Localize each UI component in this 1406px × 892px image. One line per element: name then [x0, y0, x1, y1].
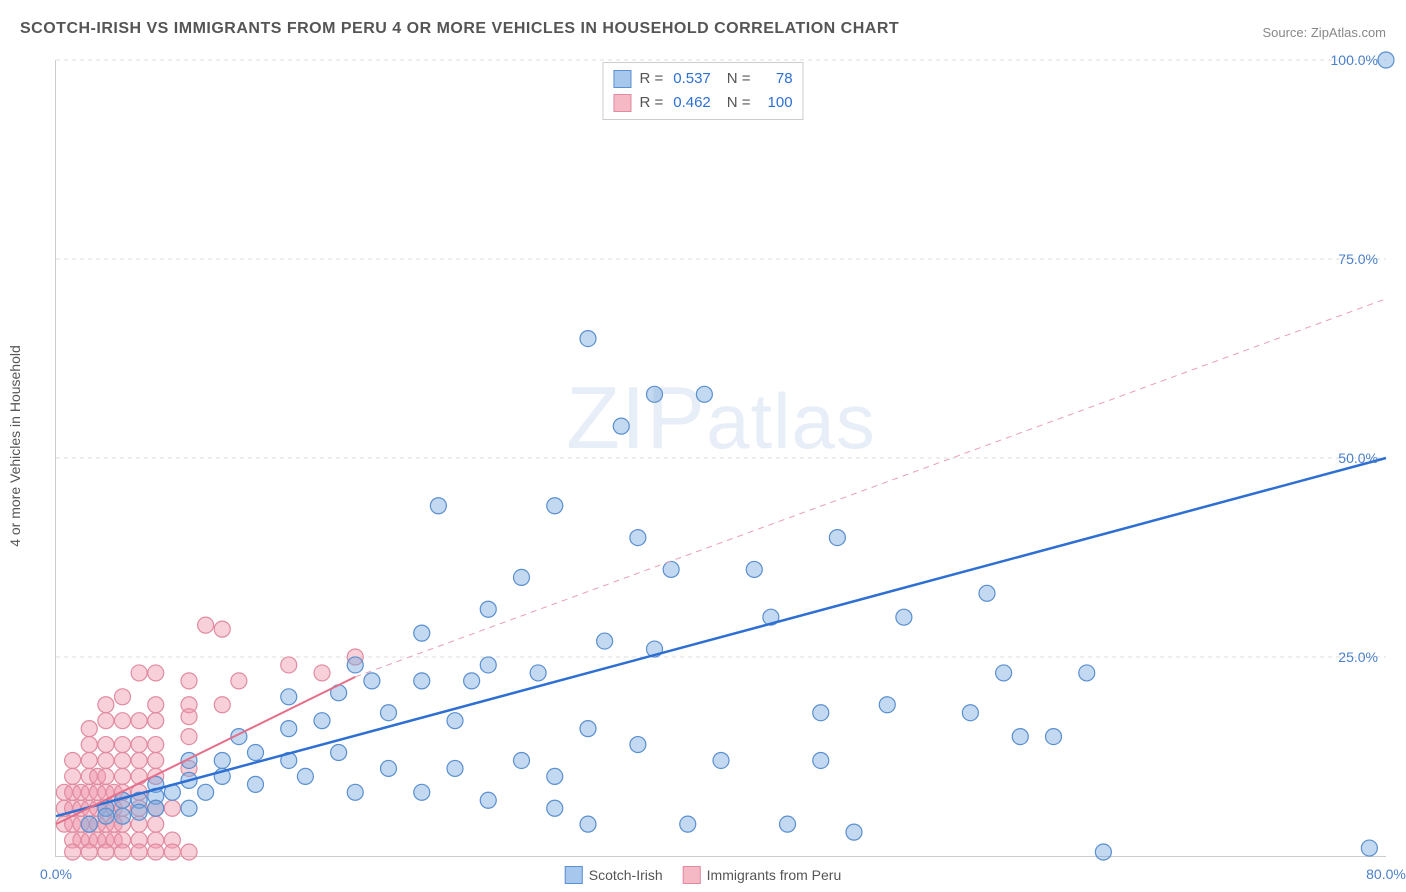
stats-legend-box: R = 0.537 N = 78 R = 0.462 N = 100 [602, 62, 803, 120]
x-tick-label: 0.0% [40, 866, 72, 882]
y-tick-label: 50.0% [1338, 450, 1378, 466]
stats-n-label: N = [727, 67, 751, 91]
chart-title: SCOTCH-IRISH VS IMMIGRANTS FROM PERU 4 O… [20, 20, 899, 38]
legend-item: Immigrants from Peru [683, 866, 842, 884]
legend-swatch [613, 70, 631, 88]
stats-n-label: N = [727, 91, 751, 115]
stats-legend-row: R = 0.462 N = 100 [613, 91, 792, 115]
y-tick-label: 100.0% [1331, 52, 1378, 68]
stats-r-label: R = [639, 67, 663, 91]
source-label: Source: ZipAtlas.com [1262, 25, 1386, 40]
legend-label: Immigrants from Peru [707, 867, 842, 883]
stats-r-label: R = [639, 91, 663, 115]
y-tick-label: 75.0% [1338, 251, 1378, 267]
series-legend: Scotch-Irish Immigrants from Peru [565, 866, 842, 884]
stats-legend-row: R = 0.537 N = 78 [613, 67, 792, 91]
legend-swatch [565, 866, 583, 884]
x-tick-label: 80.0% [1366, 866, 1406, 882]
legend-swatch [683, 866, 701, 884]
y-axis-label: 4 or more Vehicles in Household [7, 345, 23, 547]
scatter-plot-svg [56, 60, 1386, 856]
stats-r-value: 0.537 [673, 67, 711, 91]
legend-item: Scotch-Irish [565, 866, 663, 884]
chart-plot-area: ZIPatlas 25.0%50.0%75.0%100.0%0.0%80.0% [55, 60, 1386, 857]
stats-n-value: 78 [761, 67, 793, 91]
stats-r-value: 0.462 [673, 91, 711, 115]
y-tick-label: 25.0% [1338, 649, 1378, 665]
legend-label: Scotch-Irish [589, 867, 663, 883]
stats-n-value: 100 [761, 91, 793, 115]
legend-swatch [613, 94, 631, 112]
